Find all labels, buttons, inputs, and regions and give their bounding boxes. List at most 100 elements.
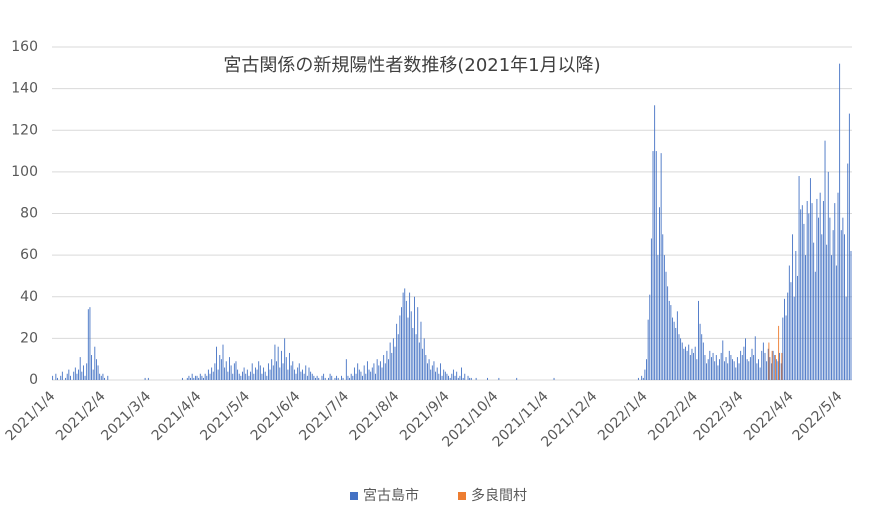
bar xyxy=(637,377,639,380)
bar xyxy=(220,359,222,380)
bar xyxy=(808,213,810,380)
bar xyxy=(407,317,409,380)
bar xyxy=(337,377,339,380)
bar xyxy=(470,377,472,380)
bar xyxy=(271,359,273,380)
bar xyxy=(82,365,84,380)
bar xyxy=(349,377,351,380)
bar xyxy=(826,244,828,380)
y-tick-label: 60 xyxy=(20,247,38,263)
bar xyxy=(686,350,688,380)
bar xyxy=(89,307,91,380)
bar xyxy=(401,307,402,380)
bar xyxy=(55,373,57,380)
bar xyxy=(704,355,706,380)
bar xyxy=(235,361,237,380)
bar xyxy=(433,361,435,380)
bar xyxy=(443,369,445,380)
bar xyxy=(641,375,643,380)
bar xyxy=(376,359,378,380)
bar xyxy=(366,361,368,380)
bar xyxy=(652,151,654,380)
bar xyxy=(313,375,315,380)
bar xyxy=(306,375,308,380)
bar xyxy=(811,203,813,380)
bar xyxy=(74,367,76,380)
bar xyxy=(214,363,216,380)
bar xyxy=(693,352,695,380)
bar xyxy=(73,371,75,380)
bar xyxy=(360,371,362,380)
bar xyxy=(217,369,219,380)
bar xyxy=(79,357,81,380)
bar xyxy=(353,367,355,380)
bar xyxy=(699,323,701,380)
bar xyxy=(370,371,372,380)
bar xyxy=(832,230,834,380)
bar xyxy=(298,363,300,380)
y-tick-label: 0 xyxy=(29,372,38,388)
bar xyxy=(668,300,670,380)
bar xyxy=(845,296,847,380)
bar xyxy=(209,373,211,380)
bar xyxy=(290,365,292,380)
bar xyxy=(814,271,816,380)
bar xyxy=(710,357,712,380)
bar xyxy=(384,363,386,380)
bar xyxy=(422,348,424,380)
bar xyxy=(194,375,196,380)
bar xyxy=(284,338,286,380)
bar xyxy=(778,325,780,380)
bar xyxy=(691,348,693,380)
bar xyxy=(829,217,831,380)
bar xyxy=(683,348,685,380)
bar xyxy=(418,342,420,380)
bar xyxy=(375,373,376,380)
bar xyxy=(285,357,287,380)
bar xyxy=(768,342,770,380)
bar xyxy=(707,359,709,380)
bar xyxy=(827,171,829,380)
bar xyxy=(95,359,97,380)
bar xyxy=(336,375,338,380)
bar xyxy=(816,198,818,380)
bar xyxy=(203,377,204,380)
bar xyxy=(790,282,792,380)
bar xyxy=(676,311,678,380)
bar xyxy=(740,350,742,380)
bar xyxy=(404,288,406,380)
bar xyxy=(423,338,425,380)
bar xyxy=(255,367,256,380)
bar xyxy=(788,265,790,380)
bar xyxy=(199,373,201,380)
bar xyxy=(775,359,777,380)
bar xyxy=(99,373,101,380)
bar xyxy=(714,361,716,380)
bar xyxy=(792,234,794,380)
bar xyxy=(842,217,844,380)
y-tick-label: 100 xyxy=(11,164,38,180)
bar xyxy=(749,357,751,380)
bar xyxy=(91,355,93,380)
bar xyxy=(834,203,836,380)
bar xyxy=(308,367,310,380)
bar xyxy=(70,375,71,380)
bar xyxy=(844,234,845,380)
bar xyxy=(365,373,367,380)
y-tick-label: 140 xyxy=(11,81,38,97)
bar xyxy=(363,365,365,380)
bar xyxy=(667,286,669,380)
bar xyxy=(736,357,738,380)
bar xyxy=(439,363,441,380)
bar xyxy=(673,321,675,380)
bar xyxy=(232,373,234,380)
y-tick-label: 160 xyxy=(11,39,38,55)
bar xyxy=(292,361,294,380)
bar xyxy=(198,377,200,380)
y-tick-label: 40 xyxy=(20,289,38,305)
bar xyxy=(258,361,260,380)
bar xyxy=(238,373,240,380)
bar xyxy=(698,300,699,380)
bar xyxy=(717,365,719,380)
legend-label: 宮古島市 xyxy=(363,487,419,504)
